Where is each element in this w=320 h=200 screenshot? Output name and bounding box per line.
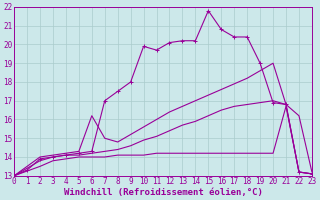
X-axis label: Windchill (Refroidissement éolien,°C): Windchill (Refroidissement éolien,°C)	[64, 188, 262, 197]
